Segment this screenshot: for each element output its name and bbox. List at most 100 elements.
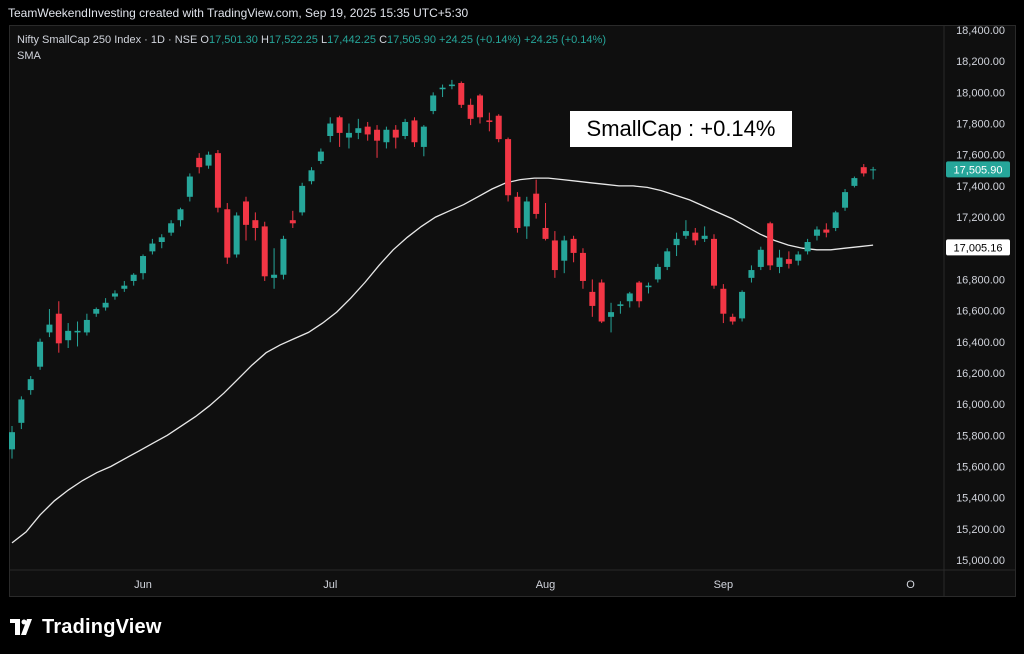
candle-body[interactable] bbox=[289, 220, 296, 224]
candle-body[interactable] bbox=[233, 215, 240, 255]
candle-body[interactable] bbox=[261, 226, 268, 277]
symbol-name[interactable]: Nifty SmallCap 250 Index · 1D · NSE bbox=[17, 34, 198, 46]
candle-body[interactable] bbox=[870, 169, 877, 171]
candle-body[interactable] bbox=[608, 312, 615, 317]
candle-body[interactable] bbox=[617, 304, 624, 306]
candle-body[interactable] bbox=[168, 223, 175, 233]
candle-body[interactable] bbox=[739, 291, 746, 319]
candle-body[interactable] bbox=[795, 254, 802, 261]
candle-body[interactable] bbox=[308, 170, 315, 182]
candle-body[interactable] bbox=[523, 201, 530, 227]
candle-body[interactable] bbox=[514, 196, 521, 228]
candle-body[interactable] bbox=[336, 117, 343, 133]
candle-body[interactable] bbox=[27, 379, 34, 391]
candle-body[interactable] bbox=[392, 129, 399, 138]
candle-body[interactable] bbox=[9, 432, 15, 450]
candle-body[interactable] bbox=[860, 167, 867, 174]
candle-body[interactable] bbox=[748, 270, 755, 278]
candle-body[interactable] bbox=[505, 139, 512, 196]
candle-body[interactable] bbox=[280, 238, 287, 275]
candle-body[interactable] bbox=[355, 128, 362, 133]
candle-body[interactable] bbox=[299, 185, 306, 213]
candle-body[interactable] bbox=[701, 235, 708, 239]
candle-body[interactable] bbox=[598, 282, 605, 322]
candle-body[interactable] bbox=[140, 256, 147, 274]
sma-indicator-label[interactable]: SMA bbox=[17, 50, 41, 62]
candle-body[interactable] bbox=[813, 229, 820, 236]
candle-body[interactable] bbox=[327, 123, 334, 136]
symbol-legend[interactable]: Nifty SmallCap 250 Index · 1D · NSE O17,… bbox=[17, 34, 606, 46]
candle-body[interactable] bbox=[589, 291, 596, 306]
candle-body[interactable] bbox=[55, 313, 62, 344]
candle-body[interactable] bbox=[729, 316, 736, 322]
candle-body[interactable] bbox=[477, 95, 483, 118]
candle-body[interactable] bbox=[243, 201, 249, 225]
candle-body[interactable] bbox=[420, 126, 427, 147]
candle-body[interactable] bbox=[46, 324, 53, 333]
candle-body[interactable] bbox=[626, 293, 633, 302]
candle-body[interactable] bbox=[673, 238, 680, 246]
candle-body[interactable] bbox=[654, 266, 661, 280]
candle-body[interactable] bbox=[533, 193, 540, 214]
candle-body[interactable] bbox=[102, 302, 109, 308]
candle-body[interactable] bbox=[664, 251, 671, 267]
candle-body[interactable] bbox=[785, 259, 792, 264]
candle-body[interactable] bbox=[823, 229, 830, 233]
candle-body[interactable] bbox=[682, 231, 689, 236]
candle-body[interactable] bbox=[486, 120, 493, 122]
candle-body[interactable] bbox=[402, 121, 409, 136]
candle-body[interactable] bbox=[345, 132, 352, 138]
candle-body[interactable] bbox=[439, 87, 446, 90]
candle-body[interactable] bbox=[636, 282, 643, 302]
indicator-legend[interactable]: SMA bbox=[17, 50, 41, 62]
candle-body[interactable] bbox=[692, 232, 699, 241]
candle-body[interactable] bbox=[645, 285, 652, 288]
candle-body[interactable] bbox=[374, 129, 381, 141]
candle-body[interactable] bbox=[111, 293, 118, 297]
candle-body[interactable] bbox=[93, 309, 100, 314]
candle-body[interactable] bbox=[65, 330, 72, 341]
candle-body[interactable] bbox=[495, 115, 502, 140]
candle-body[interactable] bbox=[83, 319, 90, 333]
candle-body[interactable] bbox=[842, 192, 849, 208]
candle-body[interactable] bbox=[252, 220, 259, 228]
candle-body[interactable] bbox=[383, 129, 390, 143]
candle-body[interactable] bbox=[214, 153, 221, 208]
candle-body[interactable] bbox=[570, 238, 577, 253]
candle-body[interactable] bbox=[561, 240, 568, 261]
candle-body[interactable] bbox=[542, 227, 549, 239]
candle-body[interactable] bbox=[121, 285, 128, 289]
candle-body[interactable] bbox=[804, 242, 811, 252]
candle-body[interactable] bbox=[458, 83, 465, 105]
candle-body[interactable] bbox=[177, 209, 184, 221]
candle-body[interactable] bbox=[430, 95, 437, 112]
candle-body[interactable] bbox=[776, 257, 783, 267]
candle-body[interactable] bbox=[130, 274, 137, 281]
candle-body[interactable] bbox=[720, 288, 727, 314]
candle-body[interactable] bbox=[448, 84, 455, 87]
candle-body[interactable] bbox=[551, 240, 558, 271]
candle-body[interactable] bbox=[149, 243, 156, 252]
candle-body[interactable] bbox=[711, 238, 717, 286]
candle-body[interactable] bbox=[317, 151, 324, 161]
candle-body[interactable] bbox=[196, 157, 203, 168]
candle-body[interactable] bbox=[205, 154, 212, 166]
candle-body[interactable] bbox=[74, 330, 81, 333]
candle-body[interactable] bbox=[467, 104, 474, 119]
candle-body[interactable] bbox=[271, 274, 278, 278]
candle-body[interactable] bbox=[18, 399, 25, 423]
candle-body[interactable] bbox=[224, 209, 231, 258]
candle-body[interactable] bbox=[757, 249, 764, 267]
candle-body[interactable] bbox=[767, 223, 774, 266]
candle-body[interactable] bbox=[158, 237, 165, 242]
annotation-label[interactable]: SmallCap : +0.14% bbox=[570, 111, 792, 147]
candle-body[interactable] bbox=[364, 126, 371, 135]
candle-body[interactable] bbox=[37, 341, 44, 367]
candle-body[interactable] bbox=[832, 212, 839, 228]
candle-body[interactable] bbox=[579, 252, 586, 281]
candle-body[interactable] bbox=[851, 178, 858, 186]
candle-body[interactable] bbox=[411, 120, 418, 143]
chart-frame[interactable] bbox=[9, 25, 1016, 597]
candle-body[interactable] bbox=[186, 176, 193, 197]
